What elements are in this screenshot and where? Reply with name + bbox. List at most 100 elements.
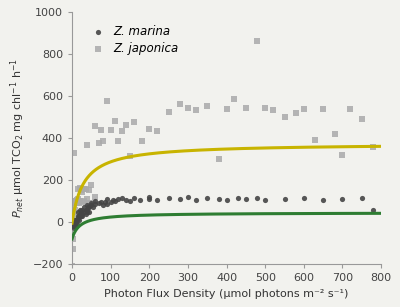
Z. marina xyxy=(177,196,183,201)
Z. marina xyxy=(75,216,81,220)
Z. marina xyxy=(85,205,92,210)
Z. japonica xyxy=(92,123,98,128)
Z. japonica xyxy=(76,185,83,190)
Z. japonica xyxy=(281,115,288,120)
Z. japonica xyxy=(71,209,77,214)
Z. japonica xyxy=(92,195,98,200)
Z. japonica xyxy=(74,198,80,203)
Z. japonica xyxy=(131,120,137,125)
Z. marina xyxy=(166,196,172,200)
Z. marina xyxy=(80,209,87,214)
Z. marina xyxy=(70,222,76,227)
Z. japonica xyxy=(231,97,238,102)
Z. japonica xyxy=(80,186,87,191)
Z. marina xyxy=(235,196,241,200)
Legend: Z. marina, Z. japonica: Z. marina, Z. japonica xyxy=(81,21,183,60)
Z. japonica xyxy=(96,141,102,146)
Z. japonica xyxy=(72,207,78,212)
Z. marina xyxy=(216,196,222,201)
Z. japonica xyxy=(86,187,93,192)
Z. marina xyxy=(73,218,79,223)
Z. marina xyxy=(70,226,77,231)
Z. japonica xyxy=(347,107,353,111)
Z. japonica xyxy=(223,107,230,111)
Z. japonica xyxy=(123,122,129,127)
Z. japonica xyxy=(104,99,110,104)
Z. japonica xyxy=(192,107,199,112)
Z. marina xyxy=(86,209,93,214)
Z. marina xyxy=(84,209,90,214)
Z. japonica xyxy=(75,196,81,201)
Z. marina xyxy=(100,203,106,208)
Z. japonica xyxy=(76,199,83,204)
Z. marina xyxy=(80,205,87,210)
Z. marina xyxy=(154,198,160,203)
Z. marina xyxy=(73,224,79,229)
Z. japonica xyxy=(100,139,106,144)
Z. marina xyxy=(192,198,199,203)
X-axis label: Photon Flux Density (μmol photons m⁻² s⁻¹): Photon Flux Density (μmol photons m⁻² s⁻… xyxy=(104,289,349,299)
Z. marina xyxy=(70,220,76,225)
Z. japonica xyxy=(185,105,191,110)
Z. marina xyxy=(136,198,143,203)
Z. japonica xyxy=(339,153,346,157)
Z. marina xyxy=(102,200,108,205)
Z. marina xyxy=(146,195,152,200)
Z. marina xyxy=(96,201,102,206)
Z. japonica xyxy=(77,187,84,192)
Z. marina xyxy=(86,205,93,210)
Z. japonica xyxy=(146,126,152,131)
Z. japonica xyxy=(332,132,338,137)
Z. japonica xyxy=(301,107,307,111)
Z. japonica xyxy=(73,199,79,204)
Z. japonica xyxy=(254,38,261,43)
Z. japonica xyxy=(84,142,91,147)
Z. marina xyxy=(71,218,77,223)
Z. marina xyxy=(223,198,230,203)
Z. japonica xyxy=(293,111,299,115)
Z. marina xyxy=(72,220,79,225)
Z. marina xyxy=(72,222,78,227)
Z. marina xyxy=(82,207,89,212)
Z. marina xyxy=(77,213,84,218)
Z. marina xyxy=(127,199,133,204)
Z. japonica xyxy=(166,110,172,115)
Z. marina xyxy=(104,202,110,207)
Z. japonica xyxy=(69,264,76,269)
Z. japonica xyxy=(262,105,268,110)
Z. marina xyxy=(185,195,191,200)
Z. japonica xyxy=(80,200,86,205)
Z. japonica xyxy=(270,107,276,112)
Z. marina xyxy=(88,201,94,206)
Z. japonica xyxy=(177,101,183,106)
Z. japonica xyxy=(75,199,81,204)
Z. marina xyxy=(358,196,365,200)
Z. marina xyxy=(146,196,152,201)
Z. marina xyxy=(74,218,80,223)
Z. marina xyxy=(98,200,104,205)
Z. japonica xyxy=(71,150,78,155)
Z. japonica xyxy=(370,144,376,149)
Z. japonica xyxy=(70,247,76,252)
Z. marina xyxy=(320,198,326,203)
Z. marina xyxy=(72,218,78,223)
Z. marina xyxy=(76,211,83,216)
Z. marina xyxy=(131,196,137,200)
Z. japonica xyxy=(138,139,145,144)
Z. marina xyxy=(73,220,80,225)
Z. marina xyxy=(82,211,89,216)
Z. japonica xyxy=(111,119,118,124)
Z. japonica xyxy=(80,199,87,204)
Z. japonica xyxy=(127,154,133,158)
Z. japonica xyxy=(204,103,210,108)
Z. japonica xyxy=(312,138,319,143)
Z. japonica xyxy=(358,117,365,122)
Z. japonica xyxy=(78,186,85,191)
Z. marina xyxy=(108,200,114,205)
Z. marina xyxy=(123,198,129,203)
Z. japonica xyxy=(73,201,80,206)
Z. marina xyxy=(75,218,82,223)
Z. japonica xyxy=(72,199,78,204)
Z. marina xyxy=(262,198,268,203)
Z. japonica xyxy=(86,201,93,206)
